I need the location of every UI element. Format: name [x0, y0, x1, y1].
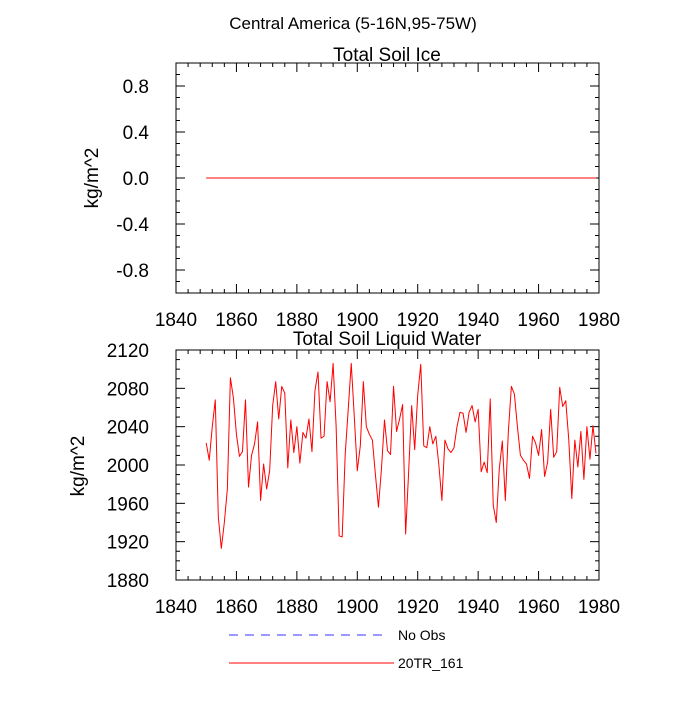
y-tick-label: 2120	[107, 341, 149, 362]
x-tick-label: 1860	[215, 597, 257, 618]
ticks-soil-ice: 1840 1860 1880 1900 1920 1940 1960 1980 -0.8 -0.4…	[116, 63, 620, 331]
y-tick-label: 0.0	[123, 169, 149, 190]
x-tick-label: 1920	[397, 310, 439, 331]
y-tick-label: 1960	[107, 494, 149, 515]
y-tick-label: 2080	[107, 379, 149, 400]
y-tick-label: 2040	[107, 418, 149, 439]
y-tick-label: 0.4	[123, 123, 150, 144]
legend-label-20tr-161: 20TR_161	[398, 655, 464, 671]
x-tick-label: 1920	[397, 597, 439, 618]
x-tick-label: 1960	[517, 597, 559, 618]
x-tick-label: 1880	[276, 310, 318, 331]
figure-title: Central America (5-16N,95-75W)	[229, 14, 477, 33]
chart-title-soil-liquid-water: Total Soil Liquid Water	[293, 329, 482, 350]
y-tick-label: 2000	[107, 456, 149, 477]
y-tick-label: 1920	[107, 533, 149, 554]
y-tick-label: -0.8	[116, 261, 149, 282]
x-tick-label: 1880	[276, 597, 318, 618]
y-tick-label: 1880	[107, 571, 149, 592]
plot-frame-soil-liquid-water	[175, 349, 600, 581]
y-tick-label: -0.4	[116, 215, 149, 236]
x-tick-label: 1980	[578, 597, 620, 618]
x-tick-label: 1940	[457, 310, 499, 331]
y-axis-label-soil-ice: kg/m^2	[82, 148, 103, 209]
series-soil-liquid-water	[205, 362, 597, 549]
x-tick-label: 1960	[517, 310, 559, 331]
chart-title-soil-ice: Total Soil Ice	[333, 45, 441, 66]
x-tick-label: 1840	[155, 597, 197, 618]
legend: No Obs 20TR_161	[229, 627, 464, 671]
ticks-soil-liquid-water: 1840 1860 1880 1900 1920 1940 1960 1980 1880 1920…	[107, 341, 620, 618]
y-tick-label: 0.8	[123, 77, 149, 98]
x-tick-label: 1840	[155, 310, 197, 331]
x-tick-label: 1860	[215, 310, 257, 331]
chart-total-soil-ice: Total Soil Ice kg/m^2 1840 1860 1880 1900 19…	[82, 45, 620, 331]
series-line-20tr-161	[205, 362, 597, 549]
legend-label-no-obs: No Obs	[398, 627, 445, 643]
chart-total-soil-liquid-water: Total Soil Liquid Water kg/m^2 1840 1860 1…	[68, 329, 620, 618]
x-tick-label: 1900	[336, 310, 378, 331]
x-tick-label: 1980	[578, 310, 620, 331]
x-tick-label: 1900	[336, 597, 378, 618]
y-axis-label-soil-liquid-water: kg/m^2	[68, 436, 89, 497]
x-tick-label: 1940	[457, 597, 499, 618]
